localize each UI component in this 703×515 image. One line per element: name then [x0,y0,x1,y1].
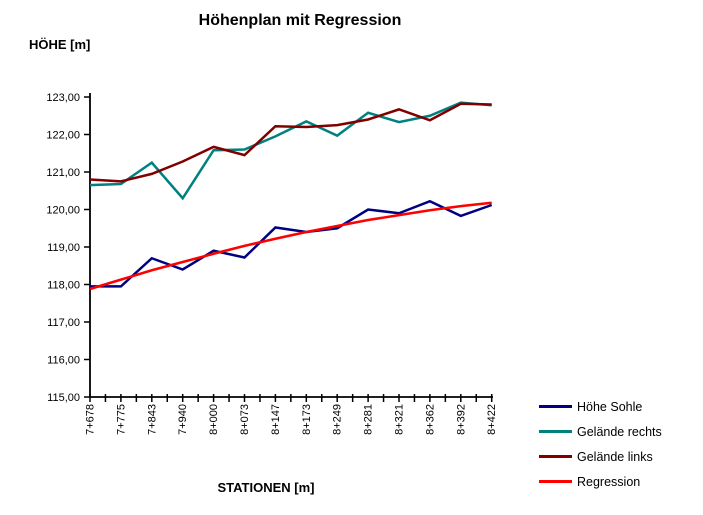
x-category-label: 8+321 [394,404,406,435]
series-line-0 [90,199,493,288]
y-tick-label: 121,00 [46,167,80,179]
series-line-2 [89,102,492,183]
legend-item: Gelände links [539,444,662,469]
x-category-label: 7+678 [85,404,97,435]
x-category-label: 8+392 [455,404,467,435]
legend-item: Höhe Sohle [539,394,662,419]
legend: Höhe Sohle Gelände rechts Gelände links Reg… [539,394,662,494]
x-axis-title: STATIONEN [m] [217,480,315,495]
x-category-label: 8+000 [208,404,220,435]
x-category-label: 7+940 [177,404,189,435]
chart-title: Höhenplan mit Regression [198,12,402,29]
x-category-label: 8+362 [424,404,436,435]
legend-swatch [539,430,572,433]
series-line-1 [89,101,492,201]
legend-label: Gelände rechts [577,424,662,439]
x-category-label: 8+422 [486,404,498,435]
legend-item: Gelände rechts [539,419,662,444]
y-tick-label: 119,00 [47,242,80,254]
legend-label: Höhe Sohle [577,399,643,414]
x-category-label: 7+843 [146,404,158,435]
x-category-label: 8+281 [363,404,375,435]
y-tick-label: 118,00 [47,280,80,292]
series-line-3 [89,201,492,291]
x-category-label: 8+249 [332,404,344,435]
y-tick-label: 120,00 [46,205,80,217]
x-category-label: 8+147 [270,404,282,435]
x-category-label: 8+073 [239,404,251,435]
legend-item: Regression [539,469,662,494]
legend-swatch [539,480,572,483]
x-category-label: 7+775 [115,404,127,435]
y-tick-label: 123,00 [46,92,80,104]
legend-swatch [539,405,572,408]
y-tick-label: 122,00 [46,130,80,142]
y-tick-label: 117,00 [47,317,80,329]
y-tick-label: 116,00 [47,355,80,367]
legend-label: Gelände links [577,449,653,464]
legend-label: Regression [577,474,641,489]
x-category-label: 8+173 [301,404,313,435]
y-tick-label: 115,00 [47,392,80,404]
legend-swatch [539,455,572,458]
y-axis-title: HÖHE [m] [29,37,91,52]
